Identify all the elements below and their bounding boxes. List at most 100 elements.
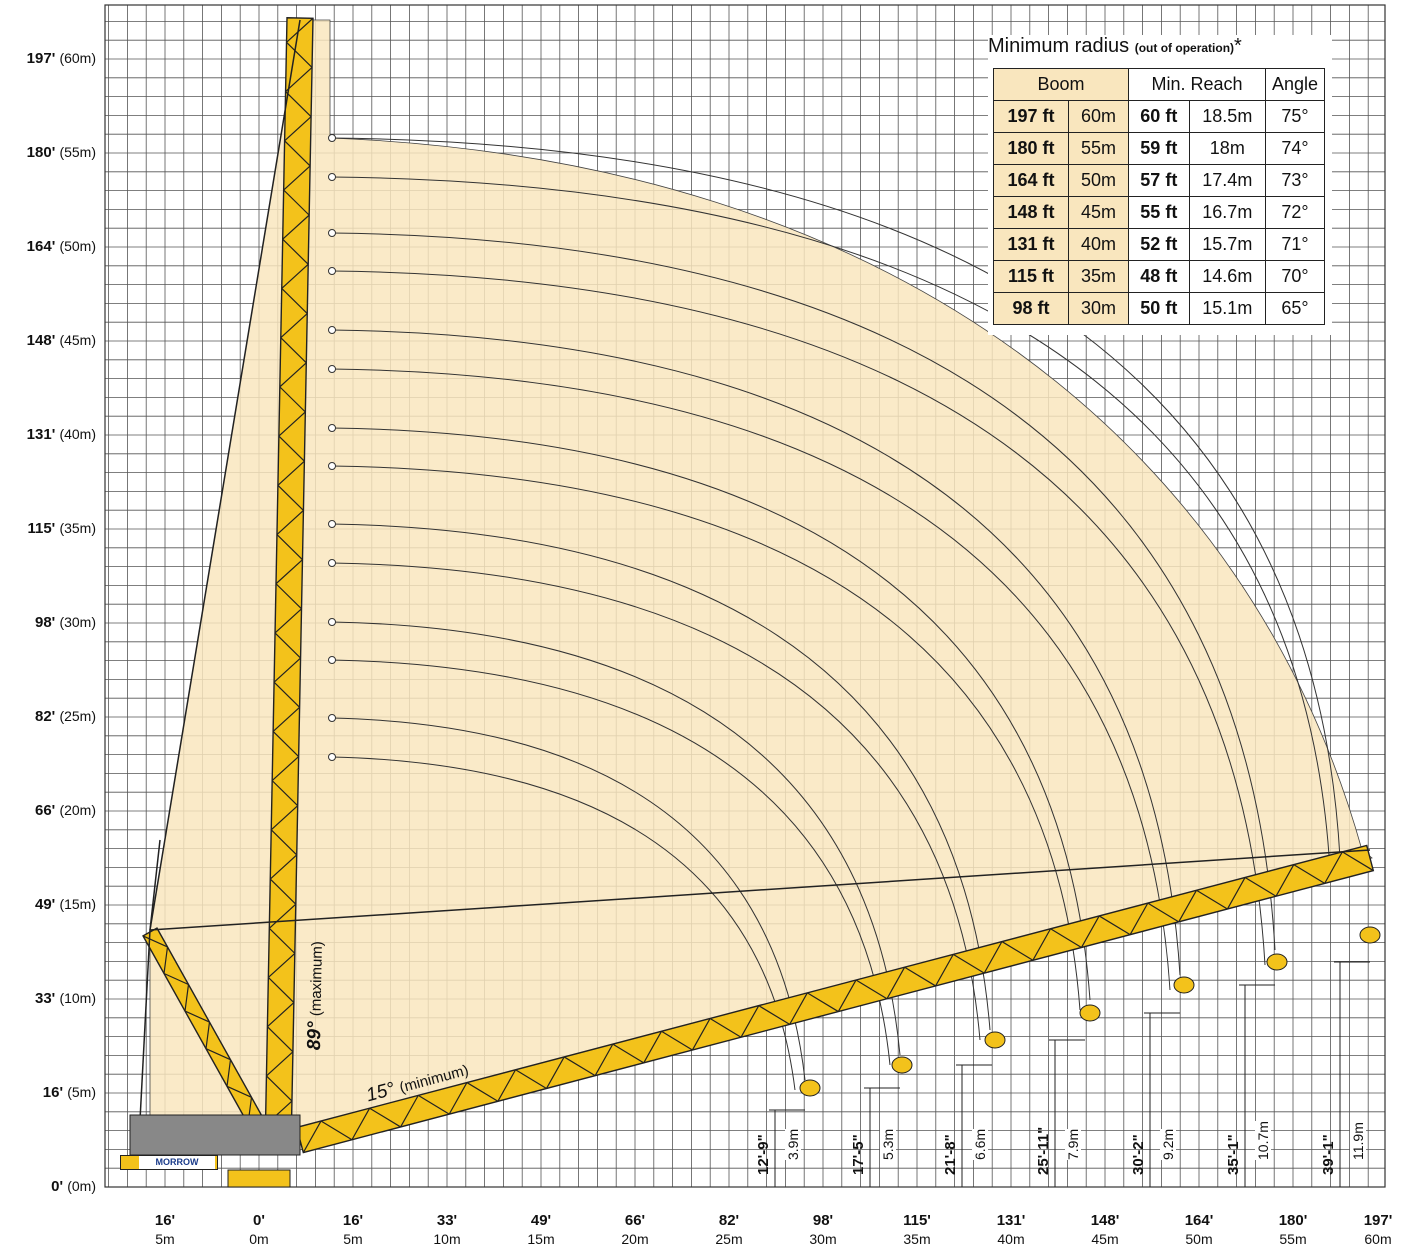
reach-m-cell: 16.7m [1188, 196, 1267, 229]
boom-ft-cell: 180 ft [993, 132, 1069, 165]
y-axis-label: 49' (15m) [0, 896, 96, 913]
x-axis-label-m: 45m [1091, 1231, 1119, 1247]
tip-height-m: 6.6m [972, 1128, 988, 1160]
hook-icon [328, 134, 336, 142]
y-axis-label: 0' (0m) [0, 1178, 96, 1195]
reach-ft-cell: 52 ft [1128, 228, 1190, 261]
hook-icon [328, 656, 336, 664]
crawler-track [227, 1169, 291, 1188]
table-row: 98 ft 30m 50 ft 15.1m 65° [993, 292, 1326, 325]
x-axis-label-m: 5m [155, 1231, 175, 1247]
y-axis-label: 148' (45m) [0, 332, 96, 349]
boom-m-cell: 40m [1068, 228, 1129, 261]
header-min-reach: Min. Reach [1128, 68, 1266, 101]
x-axis-label-ft: 16' [154, 1212, 176, 1229]
y-axis-label-ft: 131' [26, 426, 56, 443]
reach-m-cell: 14.6m [1188, 260, 1267, 293]
table-row: 180 ft 55m 59 ft 18m 74° [993, 132, 1326, 165]
y-axis-label: 131' (40m) [0, 426, 96, 443]
angle-cell: 74° [1264, 132, 1326, 165]
hook-arc [331, 270, 1266, 966]
hook-icon [328, 753, 336, 761]
hook-icon [328, 267, 336, 275]
angle-cell: 75° [1264, 100, 1326, 133]
table-title-note: (out of operation) [1134, 41, 1235, 55]
minimum-radius-panel: Minimum radius (out of operation)* Boom … [988, 35, 1332, 335]
x-axis-label: 66' 20m [605, 1211, 665, 1249]
envelope-area [149, 19, 1373, 1151]
boom-ft-cell: 115 ft [993, 260, 1069, 293]
hook-icon [328, 173, 336, 181]
x-axis-label-m: 50m [1185, 1231, 1213, 1247]
hook-arc [331, 329, 1181, 976]
boom-m-cell: 45m [1068, 196, 1129, 229]
hook-icon [328, 714, 336, 722]
angle-cell: 72° [1264, 196, 1326, 229]
x-axis-label-ft: 0' [253, 1212, 265, 1229]
tip-height-dimensions [769, 961, 1370, 1187]
y-axis-label-m: (10m) [59, 990, 96, 1006]
table-asterisk: * [1234, 35, 1242, 57]
y-axis-label-m: (0m) [67, 1178, 96, 1194]
y-axis-label-ft: 180' [26, 144, 56, 161]
boom-m-cell: 60m [1068, 100, 1129, 133]
hook-arc [331, 465, 1081, 1011]
table-row: 164 ft 50m 57 ft 17.4m 73° [993, 164, 1326, 197]
reach-ft-cell: 60 ft [1128, 100, 1190, 133]
max-angle-text: (maximum) [307, 941, 326, 1017]
y-axis-label-m: (20m) [59, 802, 96, 818]
y-axis-label: 33' (10m) [0, 990, 96, 1007]
x-axis-label: 0' 0m [229, 1211, 289, 1249]
y-axis-label: 115' (35m) [0, 520, 96, 537]
brand-logo: MORROW [139, 1156, 215, 1169]
hook-block-icon [1079, 1004, 1101, 1022]
x-axis-label: 148' 45m [1075, 1211, 1135, 1249]
brand-plate: MORROW [120, 1155, 218, 1170]
boom-m-cell: 35m [1068, 260, 1129, 293]
hook-icon [328, 462, 336, 470]
reach-m-cell: 15.7m [1188, 228, 1267, 261]
hook-arc [331, 621, 901, 1056]
hook-block-icon [1266, 953, 1288, 971]
reach-m-cell: 18.5m [1188, 100, 1267, 133]
x-axis-label: 16' 5m [323, 1211, 383, 1249]
x-axis-label: 131' 40m [981, 1211, 1041, 1249]
x-axis-label: 180' 55m [1263, 1211, 1323, 1249]
tip-height-ft: 21'-8" [942, 1134, 959, 1175]
table-row: 131 ft 40m 52 ft 15.7m 71° [993, 228, 1326, 261]
y-axis-label-m: (35m) [59, 520, 96, 536]
tip-height-m: 5.3m [880, 1128, 896, 1160]
working-envelope [149, 19, 1373, 1151]
x-axis-label-ft: 131' [996, 1212, 1026, 1229]
x-axis-label-m: 0m [249, 1231, 269, 1247]
x-axis-label-m: 25m [715, 1231, 743, 1247]
pendant-line [149, 849, 1371, 931]
x-axis-label-ft: 180' [1278, 1212, 1308, 1229]
table-title: Minimum radius (out of operation)* [988, 35, 1242, 58]
x-axis-label-m: 20m [621, 1231, 649, 1247]
reach-ft-cell: 57 ft [1128, 164, 1190, 197]
x-axis-label-m: 10m [433, 1231, 461, 1247]
booms [129, 17, 1381, 1188]
hook-arc [331, 368, 1171, 991]
table-row: 148 ft 45m 55 ft 16.7m 72° [993, 196, 1326, 229]
hook-icon [328, 559, 336, 567]
header-boom: Boom [993, 68, 1129, 101]
tip-height-ft: 12'-9" [755, 1134, 772, 1175]
hook-arc [331, 717, 806, 1081]
x-axis-label-m: 5m [343, 1231, 363, 1247]
tip-height-ft: 39'-1" [1320, 1134, 1337, 1175]
tip-height-m: 10.7m [1255, 1121, 1271, 1160]
reach-ft-cell: 48 ft [1128, 260, 1190, 293]
hook-icon [328, 618, 336, 626]
y-axis-label-m: (45m) [59, 332, 96, 348]
y-axis-label-ft: 16' [42, 1084, 64, 1101]
y-axis-label-ft: 164' [26, 238, 56, 255]
boom-ft-cell: 197 ft [993, 100, 1069, 133]
boom-m-cell: 30m [1068, 292, 1129, 325]
y-axis-label-m: (5m) [67, 1084, 96, 1100]
boom-ft-cell: 98 ft [993, 292, 1069, 325]
boom-m-cell: 50m [1068, 164, 1129, 197]
y-axis-label-m: (15m) [59, 896, 96, 912]
reach-ft-cell: 55 ft [1128, 196, 1190, 229]
